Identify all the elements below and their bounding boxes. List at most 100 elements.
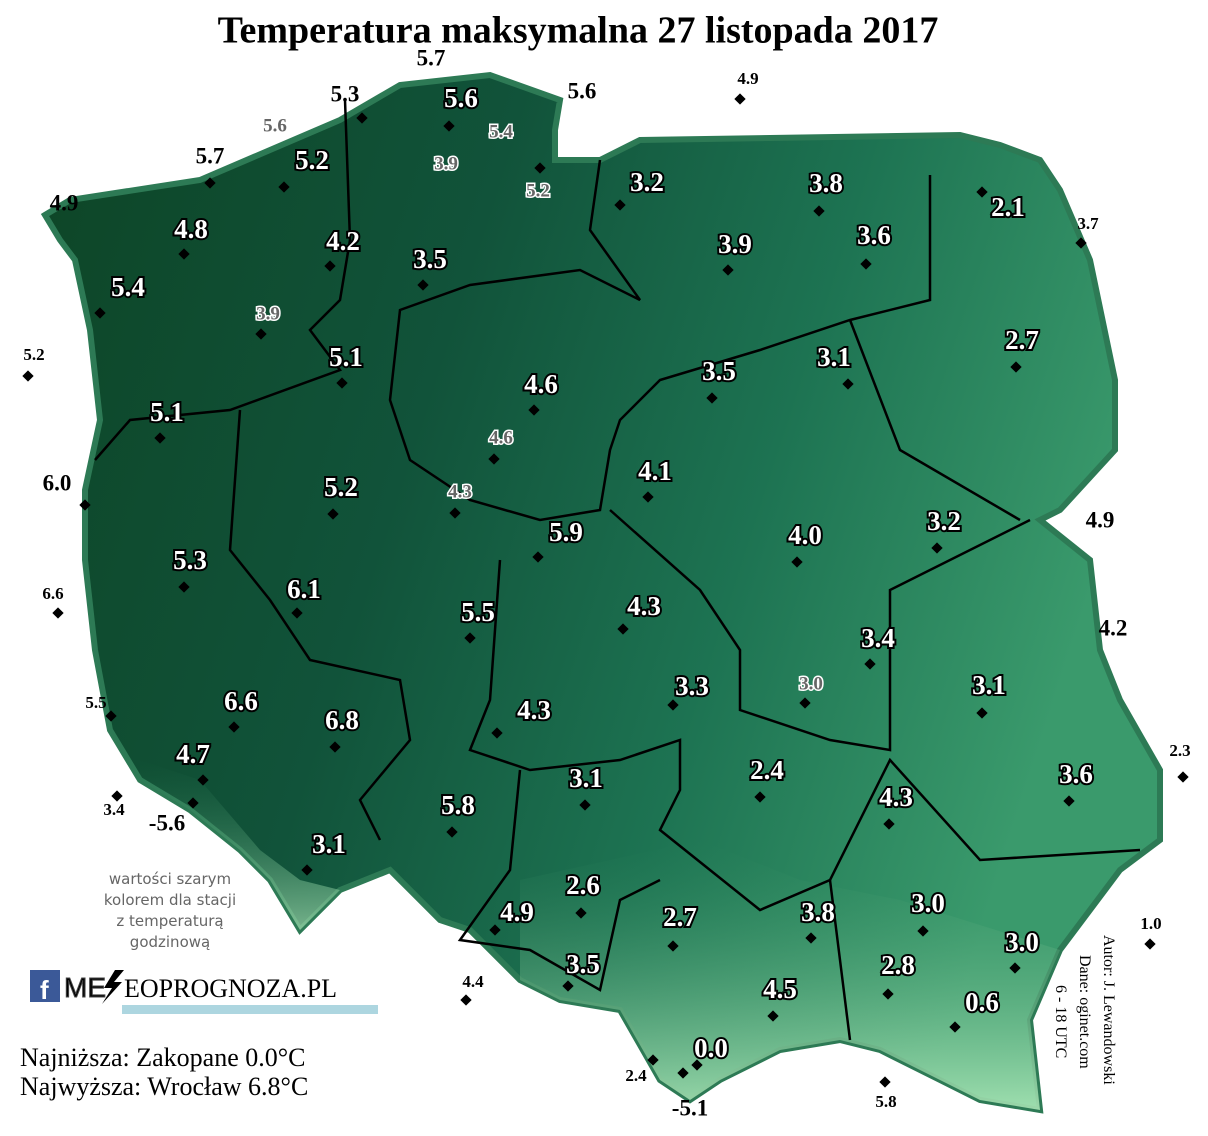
station-marker [1009,962,1021,974]
station-marker [677,1067,689,1079]
station-value: 3.9 [256,303,280,324]
station-marker [879,1076,891,1088]
station-marker [204,177,216,189]
station-value: 2.3 [1169,741,1190,760]
station-value: 3.1 [972,670,1006,700]
station-marker [667,699,679,711]
credit: 6 - 18 UTC [1052,985,1069,1058]
station-marker [754,791,766,803]
station-value: 2.7 [1005,325,1039,355]
station-value: 5.4 [489,121,513,142]
station-value: 3.4 [861,623,895,653]
station-value: 4.4 [462,972,484,991]
station-value: 2.1 [991,192,1025,222]
station-value: 4.6 [489,427,513,448]
note-line: kolorem dla stacji [104,891,236,909]
facebook-icon [30,970,60,1002]
station-value: 6.8 [325,705,359,735]
station-marker [799,697,811,709]
station-value: 5.3 [173,545,207,575]
station-marker [1010,361,1022,373]
mountain-shading [520,840,1060,1110]
station-marker [52,607,64,619]
station-value: 2.7 [663,902,697,932]
station-value: 2.8 [881,950,915,980]
station-marker [617,623,629,635]
station-marker [449,507,461,519]
station-value: 5.1 [329,342,363,372]
station-value: 3.4 [103,800,125,819]
station-value: 6.6 [224,686,258,716]
station-value: 3.2 [630,167,664,197]
station-value: 5.2 [23,345,44,364]
station-marker [767,1010,779,1022]
station-value: 3.2 [927,506,961,536]
station-value: 3.9 [718,229,752,259]
station-value: 0.6 [965,987,999,1017]
station-value: 4.9 [50,190,79,215]
station-value: 3.0 [911,888,945,918]
station-value: 4.9 [1086,507,1115,532]
note-line: godzinową [130,933,210,951]
station-value: 1.0 [1140,914,1161,933]
station-marker [813,205,825,217]
station-value: 4.2 [326,226,360,256]
station-marker [301,864,313,876]
note-line: wartości szarym [109,870,231,888]
station-value: 4.8 [174,214,208,244]
station-value: 4.3 [517,695,551,725]
station-value: 4.3 [627,591,661,621]
station-marker [791,556,803,568]
station-value: 4.9 [500,897,534,927]
station-value: 4.9 [737,69,758,88]
station-value: 5.6 [568,78,597,103]
logo-text: EOPROGNOZA.PL [124,974,337,1003]
station-marker [532,551,544,563]
station-value: 4.1 [638,456,672,486]
station-value: 5.8 [441,790,475,820]
station-value: 3.1 [569,763,603,793]
station-value: 3.8 [809,168,843,198]
station-marker [446,826,458,838]
station-marker [22,370,34,382]
station-marker [734,93,746,105]
station-value: 3.0 [1005,927,1039,957]
station-value: 3.5 [413,244,447,274]
station-marker [579,799,591,811]
station-marker [489,924,501,936]
station-marker [882,988,894,1000]
station-marker [197,774,209,786]
summary-line: Najwyższa: Wrocław 6.8°C [20,1072,308,1101]
station-marker [917,925,929,937]
station-marker [178,581,190,593]
station-value: 3.6 [1059,759,1093,789]
station-value: 3.0 [799,673,823,694]
station-marker [667,940,679,952]
station-value: 5.1 [150,397,184,427]
station-marker [154,432,166,444]
station-value: 6.0 [43,470,72,495]
station-marker [647,1054,659,1066]
station-marker [291,607,303,619]
station-marker [883,818,895,830]
station-value: 5.6 [444,83,478,113]
summary-line: Najniższa: Zakopane 0.0°C [20,1043,305,1072]
logo-strip [122,1005,378,1014]
legend-note: wartości szarym kolorem dla stacji z tem… [104,870,236,951]
station-value: 3.7 [1077,214,1099,233]
station-marker [534,162,546,174]
station-marker [1177,771,1189,783]
station-marker [1063,795,1075,807]
credit: Dane: oginet.com [1076,955,1093,1069]
station-marker [614,199,626,211]
station-marker [860,258,872,270]
station-value: 2.4 [750,755,784,785]
station-marker [329,741,341,753]
station-marker [706,392,718,404]
station-marker [528,404,540,416]
station-marker [864,658,876,670]
station-value: 2.4 [625,1066,647,1085]
credit: Autor: J. Lewandowski [1100,935,1117,1085]
station-value: 5.7 [417,45,446,70]
